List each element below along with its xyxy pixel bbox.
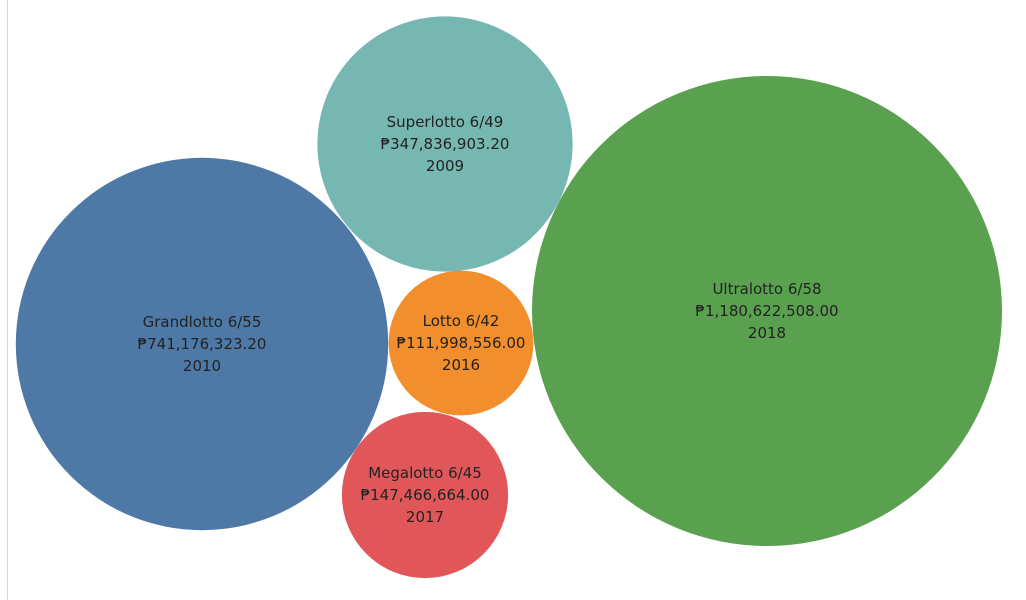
bubble-year-label: 2016 <box>442 356 480 374</box>
bubble-superlotto-6-49[interactable]: Superlotto 6/49 ₱347,836,903.20 2009 <box>317 16 573 272</box>
bubble-name-label: Lotto 6/42 <box>423 312 500 330</box>
bubble-name-label: Megalotto 6/45 <box>368 464 482 482</box>
bubble-year-label: 2017 <box>406 508 444 526</box>
bubble-value-label: ₱741,176,323.20 <box>138 335 267 353</box>
bubble-grandlotto-6-55[interactable]: Grandlotto 6/55 ₱741,176,323.20 2010 <box>15 157 389 531</box>
bubble-value-label: ₱1,180,622,508.00 <box>695 302 838 320</box>
bubble-value-label: ₱111,998,556.00 <box>397 334 526 352</box>
bubble-circle[interactable] <box>317 16 573 272</box>
bubble-name-label: Ultralotto 6/58 <box>712 280 821 298</box>
bubble-ultralotto-6-58[interactable]: Ultralotto 6/58 ₱1,180,622,508.00 2018 <box>532 76 1002 546</box>
bubble-year-label: 2009 <box>426 157 464 175</box>
bubble-value-label: ₱347,836,903.20 <box>381 135 510 153</box>
bubble-circle[interactable] <box>388 270 534 416</box>
bubble-name-label: Grandlotto 6/55 <box>143 313 262 331</box>
left-axis-rule <box>7 0 8 600</box>
bubble-circle[interactable] <box>15 157 389 531</box>
bubble-year-label: 2010 <box>183 357 221 375</box>
bubble-group: Ultralotto 6/58 ₱1,180,622,508.00 2018 Gran… <box>15 16 1002 579</box>
bubble-name-label: Superlotto 6/49 <box>387 113 504 131</box>
bubble-circle[interactable] <box>532 76 1002 546</box>
bubble-lotto-6-42[interactable]: Lotto 6/42 ₱111,998,556.00 2016 <box>388 270 534 416</box>
bubble-circle[interactable] <box>341 411 509 579</box>
bubble-year-label: 2018 <box>748 324 786 342</box>
bubble-megalotto-6-45[interactable]: Megalotto 6/45 ₱147,466,664.00 2017 <box>341 411 509 579</box>
bubble-value-label: ₱147,466,664.00 <box>361 486 490 504</box>
